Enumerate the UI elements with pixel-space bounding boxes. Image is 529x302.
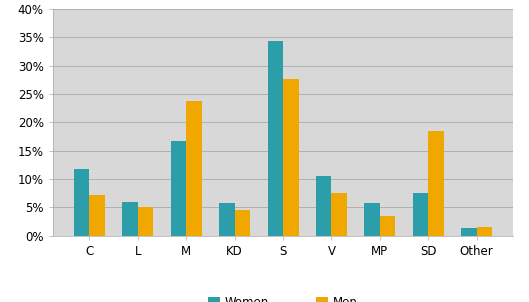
Bar	[380, 216, 395, 236]
Bar	[332, 193, 347, 236]
Bar	[364, 203, 380, 236]
Bar	[138, 207, 153, 236]
Bar	[219, 203, 234, 236]
Bar	[477, 227, 492, 236]
Bar	[89, 195, 105, 236]
Bar	[268, 41, 283, 236]
Bar	[186, 101, 202, 236]
Bar	[428, 131, 444, 236]
Bar	[316, 176, 332, 236]
Bar	[461, 228, 477, 236]
Bar	[234, 210, 250, 236]
Bar	[171, 141, 186, 236]
Bar	[74, 169, 89, 236]
Bar	[413, 193, 428, 236]
Bar	[122, 202, 138, 236]
Legend: Women, Men: Women, Men	[204, 291, 362, 302]
Bar	[283, 79, 298, 236]
